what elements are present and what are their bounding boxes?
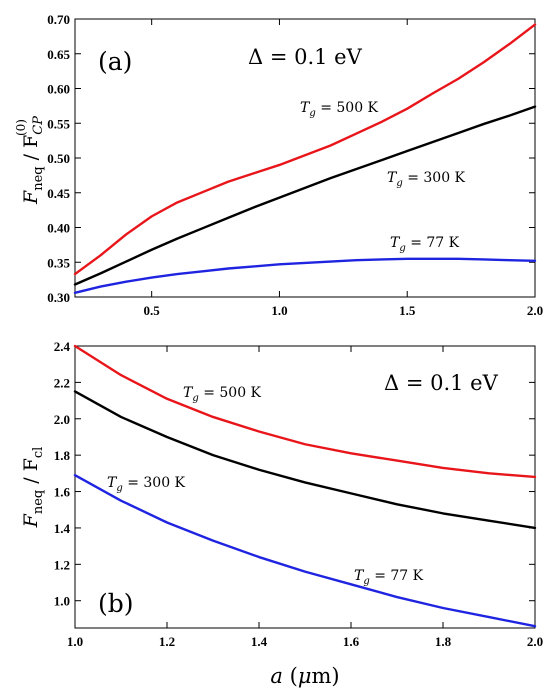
y-tick-label-a-4: 0.50 bbox=[47, 151, 70, 166]
y-axis-label-b: Fneq / Fcl bbox=[20, 447, 46, 529]
y-tick-label-b-4: 1.8 bbox=[54, 448, 71, 463]
y-tick-label-a-5: 0.55 bbox=[47, 116, 70, 131]
delta-annotation-b: Δ = 0.1 eV bbox=[384, 371, 499, 395]
ticks-b bbox=[74, 345, 536, 628]
y-tick-label-b-3: 1.6 bbox=[54, 485, 71, 500]
x-axis-label-b: a (μm) bbox=[270, 664, 339, 688]
y-tick-label-a-7: 0.65 bbox=[47, 47, 70, 62]
x-tick-label-b-1: 1.2 bbox=[159, 634, 175, 649]
y-tick-label-b-1: 1.2 bbox=[54, 557, 70, 572]
x-tick-label-b-4: 1.8 bbox=[435, 634, 452, 649]
y-tick-label-b-5: 2.0 bbox=[54, 412, 70, 427]
y-tick-label-a-3: 0.45 bbox=[47, 186, 70, 201]
tick-labels-a: 0.5 1.0 1.5 2.0 0.30 0.35 0.40 0.45 0.50 0.55 0.60… bbox=[47, 12, 543, 318]
series-group-a bbox=[73, 23, 537, 295]
y-tick-label-a-8: 0.70 bbox=[47, 12, 70, 27]
series-label-a-77K: Tg = 77 K bbox=[390, 235, 460, 254]
panel-label-b: (b) bbox=[98, 589, 134, 618]
series-line-a-1 bbox=[73, 105, 537, 286]
series-line-a-2 bbox=[73, 257, 537, 295]
x-tick-label-b-5: 2.0 bbox=[527, 634, 543, 649]
y-tick-label-b-6: 2.2 bbox=[54, 375, 70, 390]
x-tick-label-b-3: 1.6 bbox=[343, 634, 360, 649]
y-tick-label-b-0: 1.0 bbox=[54, 594, 70, 609]
series-line-b-2 bbox=[73, 473, 537, 628]
tick-labels-b: 1.0 1.2 1.4 1.6 1.8 2.0 1.0 1.2 1.4 1.6 1.8 2.0 2.2 2… bbox=[54, 339, 543, 649]
y-tick-label-b-7: 2.4 bbox=[54, 339, 71, 354]
y-tick-label-a-6: 0.60 bbox=[47, 82, 70, 97]
delta-annotation-a: Δ = 0.1 eV bbox=[248, 45, 363, 69]
series-label-b-500K: Tg = 500 K bbox=[183, 385, 262, 404]
x-tick-label-a-0: 0.5 bbox=[144, 303, 161, 318]
y-axis-label-a: Fneq / FCP(0) bbox=[14, 116, 46, 205]
series-group-b bbox=[73, 344, 537, 628]
chart-panel-a: 0.5 1.0 1.5 2.0 0.30 0.35 0.40 0.45 0.50 0.55 0.60… bbox=[14, 12, 543, 318]
y-tick-label-b-2: 1.4 bbox=[54, 521, 71, 536]
series-label-a-300K: Tg = 300 K bbox=[387, 170, 466, 189]
panel-label-a: (a) bbox=[98, 47, 132, 76]
series-line-b-0 bbox=[73, 344, 537, 479]
series-label-a-500K: Tg = 500 K bbox=[300, 100, 379, 119]
series-line-b-1 bbox=[73, 390, 537, 530]
x-tick-label-b-2: 1.4 bbox=[251, 634, 268, 649]
plot-frame-b bbox=[74, 345, 536, 629]
x-tick-label-b-0: 1.0 bbox=[67, 634, 83, 649]
x-tick-label-a-1: 1.0 bbox=[271, 303, 287, 318]
x-tick-label-a-3: 2.0 bbox=[527, 303, 543, 318]
series-label-b-300K: Tg = 300 K bbox=[107, 475, 186, 494]
y-tick-label-a-2: 0.40 bbox=[47, 221, 70, 236]
chart-panel-b: 1.0 1.2 1.4 1.6 1.8 2.0 1.0 1.2 1.4 1.6 1.8 2.0 2.2 2… bbox=[20, 339, 543, 688]
x-tick-label-a-2: 1.5 bbox=[399, 303, 416, 318]
ticks-a bbox=[75, 18, 536, 298]
series-line-a-0 bbox=[73, 23, 537, 276]
y-tick-label-a-0: 0.30 bbox=[47, 290, 70, 305]
y-tick-label-a-1: 0.35 bbox=[47, 255, 70, 270]
series-label-b-77K: Tg = 77 K bbox=[354, 568, 424, 587]
